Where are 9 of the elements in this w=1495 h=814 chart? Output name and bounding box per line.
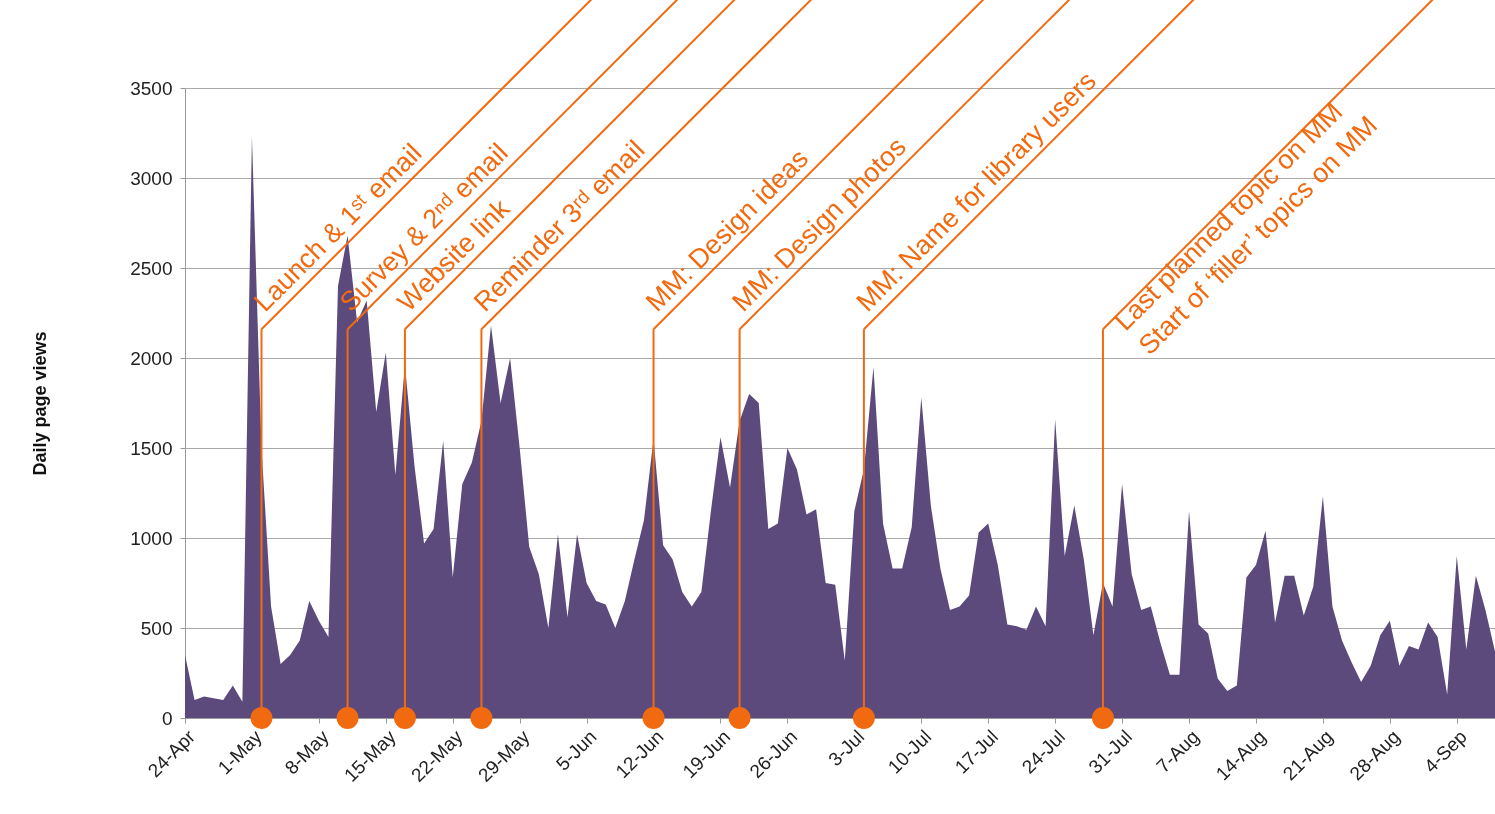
y-tick-label: 3000 bbox=[130, 167, 173, 189]
y-tick-label: 1000 bbox=[130, 527, 173, 549]
y-tick-label: 2000 bbox=[130, 347, 173, 369]
y-tick-label: 1500 bbox=[130, 437, 173, 459]
y-tick-label: 3500 bbox=[130, 77, 173, 99]
y-tick-label: 500 bbox=[140, 617, 173, 639]
y-tick-label: 0 bbox=[161, 707, 173, 729]
y-axis-title: Daily page views bbox=[30, 331, 51, 476]
y-tick-label: 2500 bbox=[130, 257, 173, 279]
